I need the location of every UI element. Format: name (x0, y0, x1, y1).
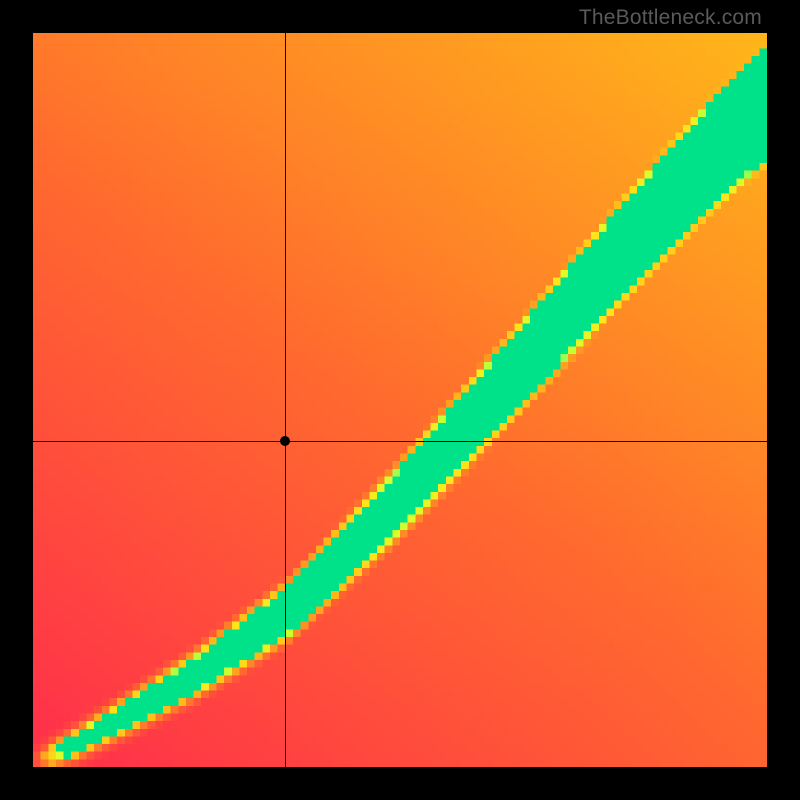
crosshair-marker (280, 436, 290, 446)
crosshair-horizontal (33, 441, 767, 442)
watermark-text: TheBottleneck.com (579, 6, 762, 30)
bottleneck-heatmap (33, 33, 767, 767)
crosshair-vertical (285, 33, 286, 767)
page-root: TheBottleneck.com (0, 0, 800, 800)
